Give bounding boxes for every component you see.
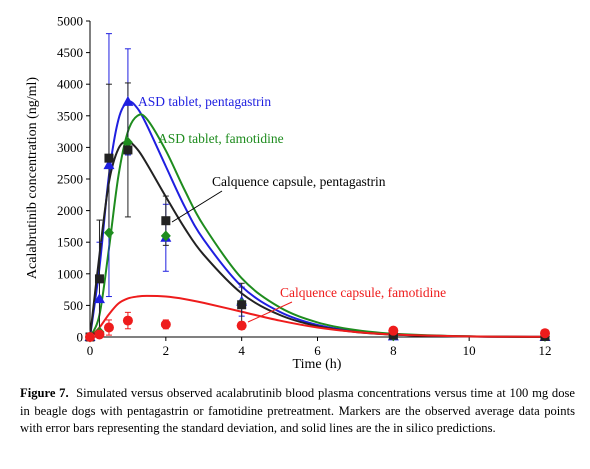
annotation-leader-line: [171, 190, 223, 223]
caption-label: Figure 7.: [20, 386, 69, 400]
data-point-diamond: [103, 227, 114, 239]
x-tick-label: 8: [390, 343, 397, 358]
data-point-square: [237, 300, 247, 310]
x-tick-label: 10: [463, 343, 476, 358]
y-tick-label: 4000: [57, 77, 83, 92]
y-tick-label: 0: [77, 330, 84, 345]
annotation-label-2: Calquence capsule, pentagastrin: [212, 174, 386, 189]
x-tick-label: 12: [539, 343, 552, 358]
data-point-circle: [236, 320, 247, 331]
data-point-square: [123, 145, 133, 155]
data-point-circle: [85, 332, 95, 342]
data-point-circle: [103, 322, 114, 333]
y-tick-label: 3500: [57, 108, 83, 123]
x-axis-label: Time (h): [293, 357, 342, 372]
figure-caption: Figure 7. Simulated versus observed acal…: [20, 385, 575, 438]
data-point-circle: [122, 315, 133, 326]
data-point-circle: [540, 328, 550, 339]
annotation-label-1: ASD tablet, famotidine: [158, 131, 284, 146]
annotation-label-3: Calquence capsule, famotidine: [280, 285, 446, 300]
y-tick-label: 2500: [57, 172, 83, 187]
y-tick-label: 500: [64, 298, 84, 313]
prediction-line-1: [89, 113, 546, 338]
data-point-circle: [160, 319, 171, 330]
chart: 0 500 1000 1500 2000 2500 3000 3500 4000 4500 5000…: [25, 14, 552, 373]
caption-text: Simulated versus observed acalabrutinib …: [20, 386, 575, 435]
x-tick-label: 0: [87, 343, 94, 358]
y-axis-label: Acalabrutinib concentration (ng/ml): [25, 77, 40, 279]
y-tick-label: 1500: [57, 235, 83, 250]
prediction-line-2: [89, 140, 546, 338]
observed-markers: [84, 95, 551, 343]
data-point-circle: [94, 329, 105, 340]
annotation-leader-line: [247, 301, 293, 323]
annotation-label-0: ASD tablet, pentagastrin: [138, 94, 271, 109]
x-tick-label: 6: [314, 343, 321, 358]
y-tick-label: 2000: [57, 203, 83, 218]
y-tick-label: 5000: [57, 14, 83, 29]
data-point-diamond: [160, 230, 171, 242]
data-point-square: [104, 153, 114, 163]
x-tick-label: 4: [238, 343, 245, 358]
y-tick-label: 1000: [57, 266, 83, 281]
series-annotations: ASD tablet, pentagastrin ASD tablet, famo…: [138, 94, 446, 323]
data-point-triangle: [103, 159, 115, 170]
data-point-circle: [388, 325, 399, 336]
data-point-square: [161, 216, 171, 226]
data-point-diamond: [122, 136, 133, 148]
data-point-triangle: [122, 95, 134, 106]
data-point-triangle: [93, 293, 105, 304]
data-point-square: [94, 274, 104, 284]
y-tick-label: 4500: [57, 45, 83, 60]
prediction-curves: [89, 100, 546, 338]
axes: 0 500 1000 1500 2000 2500 3000 3500 4000 4500 5000…: [57, 14, 552, 359]
y-tick-label: 3000: [57, 140, 83, 155]
prediction-line-3: [89, 294, 546, 338]
x-tick-label: 2: [163, 343, 170, 358]
